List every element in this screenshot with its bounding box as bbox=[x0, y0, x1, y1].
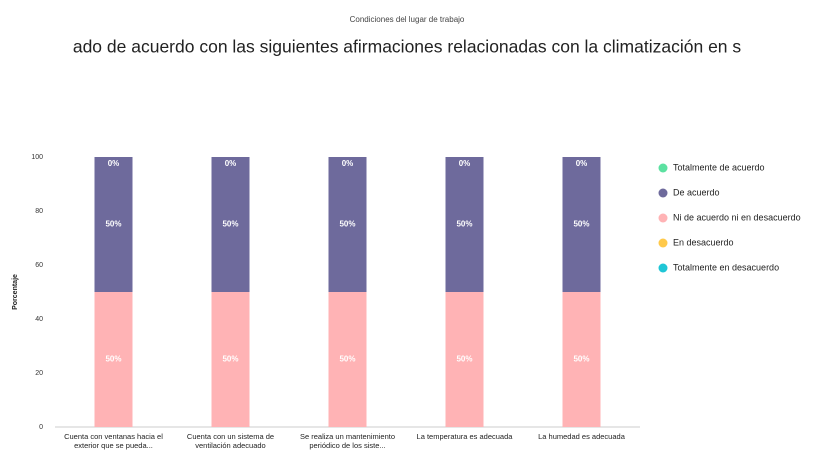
chart-title: ado de acuerdo con las siguientes afirma… bbox=[73, 37, 742, 57]
x-tick-label: La humedad es adecuada bbox=[538, 432, 625, 441]
value-label: 50% bbox=[105, 220, 121, 229]
x-tick-label-box: Cuenta con ventanas hacia el exterior qu… bbox=[64, 432, 163, 450]
value-label: 0% bbox=[108, 159, 120, 168]
value-label: 50% bbox=[105, 355, 121, 364]
x-tick-label-box: Cuenta con un sistema de ventilación ade… bbox=[186, 432, 275, 450]
y-axis-label: Porcentaje bbox=[12, 274, 19, 310]
y-tick-label: 60 bbox=[35, 262, 43, 269]
value-label: 50% bbox=[222, 220, 238, 229]
legend-marker bbox=[658, 188, 668, 198]
y-tick-label: 100 bbox=[31, 154, 43, 161]
bar-segment bbox=[445, 157, 484, 292]
y-tick-label: 0 bbox=[39, 424, 43, 431]
value-label: 0% bbox=[225, 159, 237, 168]
value-label: 50% bbox=[573, 220, 589, 229]
bar-segment bbox=[328, 157, 367, 292]
value-label: 50% bbox=[573, 355, 589, 364]
bar-segment bbox=[445, 292, 484, 427]
y-tick-label: 40 bbox=[35, 316, 43, 323]
legend-label: Totalmente de acuerdo bbox=[673, 162, 765, 172]
legend-label: Totalmente en desacuerdo bbox=[673, 262, 779, 272]
x-tick-label-box: La temperatura es adecuada bbox=[416, 432, 513, 441]
legend-marker bbox=[658, 213, 668, 223]
legend-marker bbox=[658, 263, 668, 273]
chart-subtitle: Condiciones del lugar de trabajo bbox=[350, 15, 465, 24]
bar-segment bbox=[94, 157, 133, 292]
x-tick-label: Cuenta con un sistema de ventilación ade… bbox=[186, 432, 275, 450]
x-tick-label: La temperatura es adecuada bbox=[416, 432, 513, 441]
x-tick-label-box: Se realiza un mantenimiento periódico de… bbox=[299, 432, 396, 450]
bar-segment bbox=[562, 292, 601, 427]
value-label: 0% bbox=[576, 159, 588, 168]
y-tick-label: 80 bbox=[35, 208, 43, 215]
x-tick-label-box: La humedad es adecuada bbox=[538, 432, 625, 441]
bar-segment bbox=[328, 292, 367, 427]
legend-marker bbox=[658, 163, 668, 173]
legend-marker bbox=[658, 238, 668, 248]
value-label: 50% bbox=[456, 355, 472, 364]
value-label: 0% bbox=[342, 159, 354, 168]
y-tick-label: 20 bbox=[35, 370, 43, 377]
legend-label: Ni de acuerdo ni en desacuerdo bbox=[673, 212, 801, 222]
x-tick-label: Se realiza un mantenimiento periódico de… bbox=[299, 432, 396, 450]
value-label: 50% bbox=[339, 355, 355, 364]
bar-segment bbox=[562, 157, 601, 292]
bar-segment bbox=[211, 157, 250, 292]
bar-segment bbox=[94, 292, 133, 427]
value-label: 50% bbox=[456, 220, 472, 229]
legend-label: En desacuerdo bbox=[673, 237, 734, 247]
value-label: 0% bbox=[459, 159, 471, 168]
legend-label: De acuerdo bbox=[673, 187, 720, 197]
x-tick-label: Cuenta con ventanas hacia el exterior qu… bbox=[64, 432, 163, 450]
value-label: 50% bbox=[222, 355, 238, 364]
bar-segment bbox=[211, 292, 250, 427]
value-label: 50% bbox=[339, 220, 355, 229]
